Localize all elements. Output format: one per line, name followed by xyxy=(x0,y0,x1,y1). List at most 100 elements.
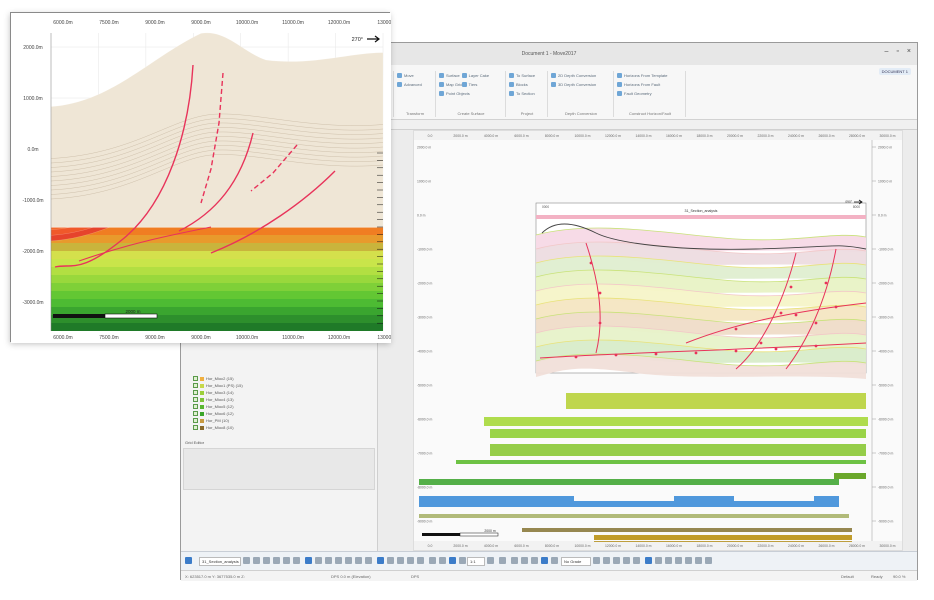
fault-marker xyxy=(734,349,738,353)
strata-layer xyxy=(536,228,866,253)
toolbar-button-icon[interactable] xyxy=(273,557,280,564)
ribbon-button[interactable]: Map Grids xyxy=(439,80,464,88)
ribbon-button[interactable]: Blocks xyxy=(509,80,528,88)
toolbar-button-icon[interactable] xyxy=(263,557,270,564)
list-item[interactable]: Hor_Mioc5 (12) xyxy=(193,403,243,410)
tool-icon xyxy=(551,81,556,87)
toolbar-button-icon[interactable] xyxy=(253,557,260,564)
visibility-checkbox[interactable] xyxy=(193,390,198,395)
toolbar-button-icon[interactable] xyxy=(645,557,652,564)
ribbon-button[interactable]: Horizons From Template xyxy=(617,71,668,79)
ribbon-button[interactable]: 2D Depth Conversion xyxy=(551,71,596,79)
toolbar-button-icon[interactable] xyxy=(397,557,404,564)
toolbar-button-icon[interactable] xyxy=(511,557,518,564)
toolbar-button-icon[interactable] xyxy=(541,557,548,564)
x-tick-label-top: 7500.0m xyxy=(99,20,118,26)
list-item[interactable]: Hor_Mioc3 (14) xyxy=(193,389,243,396)
visibility-checkbox[interactable] xyxy=(193,397,198,402)
section-select[interactable]: 31_Section_analysis xyxy=(199,557,241,566)
toolbar-button-icon[interactable] xyxy=(623,557,630,564)
minimize-icon[interactable]: – xyxy=(884,48,889,55)
ribbon-button[interactable]: Tiers xyxy=(461,80,477,88)
toolbar-button-icon[interactable] xyxy=(293,557,300,564)
toolbar-button-icon[interactable] xyxy=(283,557,290,564)
list-item[interactable]: Hor_Mioc2 (15) xyxy=(193,375,243,382)
toolbar-button-icon[interactable] xyxy=(377,557,384,564)
y-tick-label: -6000.0 m xyxy=(878,418,893,422)
bar-gap xyxy=(734,496,814,501)
toolbar-button-icon[interactable] xyxy=(675,557,682,564)
toolbar-button-icon[interactable] xyxy=(487,557,494,564)
ribbon-button[interactable]: 3D Depth Conversion xyxy=(551,80,596,88)
toolbar-button-icon[interactable] xyxy=(345,557,352,564)
ribbon-button[interactable]: Advanced xyxy=(397,80,422,88)
toolbar-button-icon[interactable] xyxy=(387,557,394,564)
visibility-checkbox[interactable] xyxy=(193,425,198,430)
list-item[interactable]: Hor_Mioc1 (PS) (15) xyxy=(193,382,243,389)
ribbon-button-label: To Surface xyxy=(516,72,536,78)
toolbar-button-icon[interactable] xyxy=(185,557,192,564)
toolbar-button-icon[interactable] xyxy=(325,557,332,564)
visibility-checkbox[interactable] xyxy=(193,411,198,416)
cross-section-window[interactable]: 6000.0m 6000.0m 7500.0m 7500.0m 9000.0m 9000.… xyxy=(10,12,391,343)
fault-marker xyxy=(794,313,798,317)
toolbar-button-icon[interactable] xyxy=(613,557,620,564)
strata-layer xyxy=(536,312,866,337)
list-item-label: Hor_Mioc3 (14) xyxy=(206,390,234,395)
restore-icon[interactable]: ▫ xyxy=(896,48,899,55)
toolbar-button-icon[interactable] xyxy=(499,557,506,564)
toolbar-button-icon[interactable] xyxy=(655,557,662,564)
toolbar-button-icon[interactable] xyxy=(633,557,640,564)
toolbar-button-icon[interactable] xyxy=(243,557,250,564)
x-tick-label: 16000.0 m xyxy=(666,134,682,138)
visibility-checkbox[interactable] xyxy=(193,404,198,409)
ribbon-button[interactable]: To Surface xyxy=(509,71,535,79)
list-item[interactable]: Hor_Mioc6 (12) xyxy=(193,410,243,417)
visibility-checkbox[interactable] xyxy=(193,383,198,388)
ribbon-button[interactable]: Surface xyxy=(439,71,460,79)
toolbar-button-icon[interactable] xyxy=(449,557,456,564)
toolbar-button-icon[interactable] xyxy=(685,557,692,564)
list-item[interactable]: Hor_Mioc8 (10) xyxy=(193,424,243,431)
toolbar-button-icon[interactable] xyxy=(315,557,322,564)
cross-section-canvas[interactable]: 6000.0m 6000.0m 7500.0m 7500.0m 9000.0m 9000.… xyxy=(11,13,391,343)
toolbar-button-icon[interactable] xyxy=(695,557,702,564)
user-button[interactable]: DOCUMENT 1 xyxy=(878,68,911,75)
toolbar-button-icon[interactable] xyxy=(417,557,424,564)
list-item[interactable]: Hor_Mioc4 (13) xyxy=(193,396,243,403)
zoom-select[interactable]: 1:1 xyxy=(467,557,485,566)
toolbar-button-icon[interactable] xyxy=(305,557,312,564)
ribbon-button[interactable]: Fault Geometry xyxy=(617,89,652,97)
horizon-line xyxy=(535,325,867,339)
list-item[interactable]: Hor_PM (10) xyxy=(193,417,243,424)
close-icon[interactable]: × xyxy=(906,48,911,55)
toolbar-button-icon[interactable] xyxy=(407,557,414,564)
x-tick-label-bottom: 9000.0m xyxy=(145,335,164,341)
ribbon-button[interactable]: To Section xyxy=(509,89,535,97)
toolbar-button-icon[interactable] xyxy=(429,557,436,564)
toolbar-button-icon[interactable] xyxy=(705,557,712,564)
tool-icon xyxy=(617,81,622,87)
ribbon-button[interactable]: Horizons From Fault xyxy=(617,80,660,88)
toolbar-button-icon[interactable] xyxy=(439,557,446,564)
toolbar-button-icon[interactable] xyxy=(521,557,528,564)
ribbon-button[interactable]: Point Objects xyxy=(439,89,470,97)
y-tick-label: 2000.0 m xyxy=(878,146,892,150)
visibility-checkbox[interactable] xyxy=(193,418,198,423)
toolbar-button-icon[interactable] xyxy=(365,557,372,564)
toolbar-button-icon[interactable] xyxy=(459,557,466,564)
toolbar-button-icon[interactable] xyxy=(593,557,600,564)
toolbar-button-icon[interactable] xyxy=(603,557,610,564)
grade-select[interactable]: No Grade xyxy=(561,557,591,566)
toolbar-button-icon[interactable] xyxy=(665,557,672,564)
toolbar-button-icon[interactable] xyxy=(531,557,538,564)
ribbon-button[interactable]: Layer Cake xyxy=(461,71,489,79)
section-view[interactable]: 0.0 2000.0 m 4000.0 m 6000.0 m 8000.0 m 10000… xyxy=(413,130,903,551)
toolbar-button-icon[interactable] xyxy=(355,557,362,564)
section-canvas[interactable]: 0.0 2000.0 m 4000.0 m 6000.0 m 8000.0 m 10000… xyxy=(414,131,902,550)
ribbon-button[interactable]: Move xyxy=(397,71,414,79)
toolbar-button-icon[interactable] xyxy=(335,557,342,564)
toolbar-button-icon[interactable] xyxy=(551,557,558,564)
fault-marker xyxy=(574,355,578,359)
visibility-checkbox[interactable] xyxy=(193,376,198,381)
